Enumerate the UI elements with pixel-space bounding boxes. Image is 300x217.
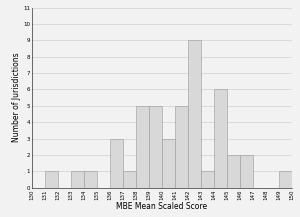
Bar (123, 171, 136, 188)
Bar (71, 171, 84, 188)
Bar (201, 171, 214, 188)
Bar (175, 106, 188, 188)
Bar (240, 155, 253, 188)
Bar (136, 106, 149, 188)
Bar (227, 155, 240, 188)
Y-axis label: Number of Jurisdictions: Number of Jurisdictions (12, 53, 21, 143)
Bar (188, 40, 201, 188)
Bar (110, 139, 123, 188)
X-axis label: MBE Mean Scaled Score: MBE Mean Scaled Score (116, 202, 207, 211)
Bar (45, 171, 58, 188)
Bar (279, 171, 292, 188)
Bar (214, 89, 227, 188)
Bar (84, 171, 97, 188)
Bar (149, 106, 162, 188)
Bar (162, 139, 175, 188)
